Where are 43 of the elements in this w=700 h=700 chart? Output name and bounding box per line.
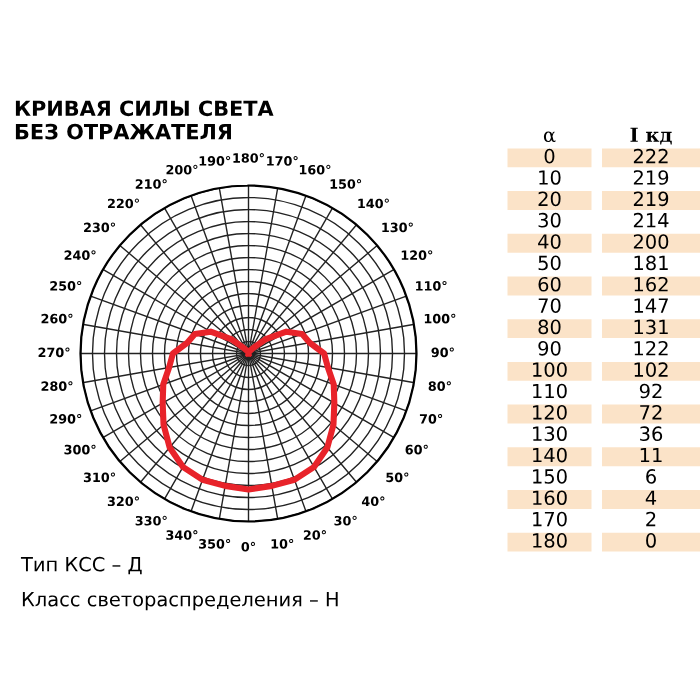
text: 131	[634, 319, 668, 335]
text: 11	[640, 447, 662, 463]
text: 2	[646, 511, 656, 527]
text: 10	[539, 170, 561, 185]
text: 90	[538, 340, 561, 356]
chart-title: КРИВАЯ СИЛЫ СВЕТА БЕЗ ОТРАЖАТЕЛЯ	[15, 100, 274, 140]
text: 140	[533, 447, 567, 463]
text: 36	[640, 426, 663, 442]
text: 0	[646, 533, 656, 548]
text: 30	[538, 212, 561, 228]
text: 100	[533, 362, 567, 377]
text: 0	[544, 148, 555, 164]
text: 160	[533, 490, 567, 506]
text: 180	[533, 533, 567, 548]
text: 92	[639, 383, 662, 399]
text: 219	[633, 191, 669, 207]
text: 72	[640, 404, 662, 420]
text: 122	[634, 340, 668, 356]
text: 40	[538, 234, 561, 249]
text: 110	[533, 383, 567, 399]
text: 170	[533, 511, 567, 527]
text: α	[543, 131, 556, 143]
text: 219	[633, 170, 669, 185]
text: 60	[538, 276, 561, 292]
text: 102	[634, 362, 668, 377]
text: 50	[538, 255, 561, 271]
text: 4	[645, 490, 657, 505]
text: 20	[538, 191, 561, 207]
text: 181	[634, 255, 668, 271]
text: Тип КСС – Д	[20, 556, 142, 575]
text: 200	[633, 234, 669, 249]
text: I кд	[630, 127, 672, 145]
text: 162	[634, 276, 668, 292]
text: 120	[533, 404, 567, 420]
text: 6	[646, 469, 656, 484]
text: 80	[538, 319, 561, 335]
text: 222	[633, 148, 668, 164]
text: 214	[633, 212, 669, 228]
text: 150	[533, 469, 567, 484]
text: 70	[538, 298, 561, 313]
text: 130	[533, 426, 567, 442]
text: 147	[634, 298, 668, 313]
text: Класс светораспределения – Н	[22, 592, 338, 611]
